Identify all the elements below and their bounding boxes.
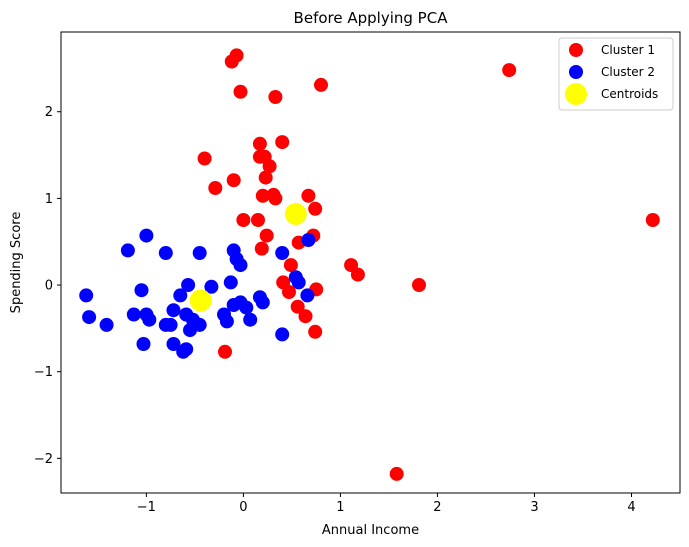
x-tick-label: 1	[336, 500, 344, 515]
cluster-1-point	[308, 324, 323, 339]
cluster-1-point	[268, 90, 283, 104]
cluster-1-point	[262, 159, 277, 174]
y-axis-label: Spending Score	[9, 212, 24, 314]
cluster-2-point	[291, 275, 306, 290]
cluster-1-point	[389, 466, 404, 481]
y-tick-label: −2	[34, 452, 53, 467]
cluster-1-point	[254, 241, 269, 256]
cluster-1-point	[290, 299, 305, 314]
plot-area-frame	[60, 31, 681, 494]
cluster-2-point	[243, 312, 258, 327]
cluster-1-point	[208, 181, 223, 195]
cluster-2-point	[255, 295, 270, 310]
cluster-1-point	[298, 309, 313, 324]
cluster-1-point	[224, 54, 239, 69]
cluster-1-point	[412, 278, 426, 292]
legend-marker-centroids	[565, 83, 587, 105]
cluster-2-point	[166, 337, 181, 351]
centroid-point	[189, 289, 212, 312]
x-tick-label: 3	[530, 500, 538, 515]
x-tick-label: 2	[433, 500, 441, 515]
cluster-2-point	[233, 258, 248, 273]
cluster-2-point	[79, 288, 94, 303]
cluster-2-point	[204, 279, 219, 294]
x-tick-label: 0	[239, 500, 247, 515]
cluster-2-point	[158, 246, 173, 260]
cluster-1-point	[350, 267, 365, 282]
cluster-1-point	[252, 136, 267, 151]
cluster-2-point	[166, 303, 181, 318]
cluster-2-point	[134, 283, 149, 298]
cluster-2-point	[192, 246, 207, 260]
cluster-1-point	[308, 201, 323, 216]
cluster-2-point	[275, 246, 290, 260]
y-tick-label: 1	[45, 192, 53, 207]
cluster-2-point	[300, 288, 315, 303]
cluster-2-point	[82, 310, 97, 325]
cluster-2-point	[275, 327, 290, 342]
y-axis-ticks: −2 −1 0 1 2	[34, 105, 61, 467]
cluster-1-point	[275, 135, 290, 150]
cluster-2-point	[223, 275, 238, 290]
cluster-1-point	[283, 258, 298, 273]
cluster-1-point	[301, 188, 316, 203]
legend: Cluster 1 Cluster 2 Centroids	[558, 37, 674, 111]
y-tick-label: 0	[45, 279, 53, 294]
x-axis-label: Annual Income	[322, 523, 419, 538]
legend-label-cluster-2: Cluster 2	[601, 65, 655, 79]
cluster-1-point	[645, 213, 660, 227]
cluster-2-point	[173, 288, 188, 303]
cluster-1-point	[255, 188, 270, 203]
cluster-1-point	[502, 63, 517, 78]
cluster-2-point	[142, 312, 157, 327]
cluster-2-point	[239, 300, 254, 315]
cluster-2-point	[183, 323, 197, 338]
cluster-2-point	[139, 228, 154, 243]
cluster-1-point	[268, 191, 283, 206]
y-tick-label: 2	[45, 105, 53, 120]
cluster-1-point	[259, 228, 274, 243]
cluster-2-point	[120, 243, 135, 258]
chart-title: Before Applying PCA	[294, 9, 449, 27]
cluster-1-point	[258, 170, 273, 185]
cluster-1-point	[218, 344, 232, 359]
x-tick-label: 4	[627, 500, 635, 515]
cluster-2-point	[126, 307, 141, 322]
cluster-2-point	[219, 314, 234, 329]
legend-box	[558, 37, 674, 111]
x-tick-label: −1	[137, 500, 156, 515]
x-axis-ticks: −1 0 1 2 3 4	[137, 493, 636, 515]
cluster-1-point	[233, 84, 248, 99]
y-tick-label: −1	[34, 365, 53, 380]
points-layer	[79, 48, 660, 481]
cluster-1-point	[252, 149, 267, 164]
legend-label-cluster-1: Cluster 1	[601, 43, 655, 57]
cluster-2-point	[181, 278, 196, 292]
cluster-2-point	[301, 233, 316, 247]
legend-marker-cluster-1	[569, 43, 583, 57]
cluster-1-point	[251, 213, 265, 227]
legend-label-centroids: Centroids	[601, 87, 658, 101]
cluster-1-point	[314, 77, 328, 92]
cluster-1-point	[236, 213, 251, 227]
cluster-2-point	[136, 337, 151, 351]
cluster-2-point	[179, 342, 194, 357]
cluster-1-point	[197, 151, 212, 166]
legend-marker-cluster-2	[569, 65, 583, 79]
cluster-1-point	[282, 285, 296, 299]
cluster-1-point	[226, 173, 241, 188]
cluster-2-point	[99, 317, 114, 332]
centroid-point	[284, 203, 307, 225]
cluster-2-point	[163, 317, 178, 332]
